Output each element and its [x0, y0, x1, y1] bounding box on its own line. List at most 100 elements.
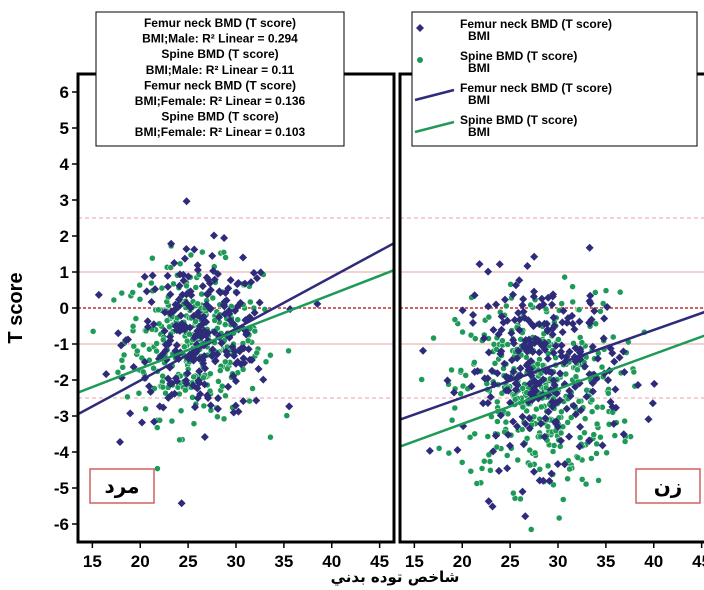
spine-point: [574, 366, 581, 374]
femur-point: [529, 292, 538, 301]
spine-point: [285, 347, 292, 355]
spine-point: [262, 358, 270, 366]
x-tick-label: 40: [644, 552, 663, 571]
spine-point: [560, 496, 567, 503]
spine-point: [467, 467, 475, 475]
femur-point: [240, 358, 249, 367]
spine-point: [565, 457, 572, 464]
femur-point: [458, 306, 467, 315]
spine-point: [578, 476, 586, 483]
femur-point: [231, 377, 240, 386]
femur-point: [518, 487, 527, 496]
spine-point: [200, 374, 207, 381]
femur-point: [285, 402, 294, 411]
femur-point: [182, 379, 191, 388]
femur-point: [255, 298, 264, 307]
femur-point: [530, 287, 539, 296]
femur-point: [535, 348, 544, 357]
femur-point: [547, 300, 556, 309]
spine-point: [491, 360, 499, 367]
femur-point: [509, 339, 518, 348]
femur-point: [556, 436, 565, 445]
femur-point: [562, 404, 571, 413]
femur-point: [493, 369, 502, 378]
spine-point: [519, 403, 527, 411]
femur-point: [494, 330, 503, 339]
femur-point: [515, 276, 524, 285]
spine-point: [129, 289, 136, 296]
femur-point: [143, 323, 152, 332]
femur-point: [648, 399, 657, 408]
points-male: [89, 197, 322, 508]
spine-point: [578, 339, 586, 346]
spine-point: [192, 318, 199, 325]
legend-frame: [411, 11, 698, 147]
spine-point: [148, 279, 155, 287]
spine-point: [564, 419, 571, 426]
spine-point: [566, 465, 573, 473]
x-tick-label: 20: [453, 552, 472, 571]
femur-point: [166, 332, 175, 341]
femur-point: [220, 297, 229, 306]
femur-point: [151, 285, 160, 294]
femur-point: [182, 197, 191, 206]
spine-point: [581, 415, 589, 422]
femur-point: [600, 314, 609, 323]
femur-point: [164, 340, 173, 349]
spine-point: [549, 448, 557, 455]
femur-point: [521, 512, 530, 521]
spine-point: [592, 289, 599, 296]
spine-point: [448, 366, 455, 374]
femur-point: [585, 243, 594, 252]
spine-point: [595, 477, 602, 484]
spine-point: [555, 336, 562, 343]
stats-line: Femur neck BMD (T score): [144, 16, 296, 30]
femur-point: [576, 422, 585, 431]
femur-point: [193, 394, 202, 403]
femur-point: [189, 381, 198, 390]
femur-point: [513, 422, 522, 431]
spine-point: [575, 306, 583, 313]
femur-point: [519, 295, 528, 304]
spine-point: [151, 385, 158, 392]
femur-point: [489, 325, 498, 334]
femur-point: [558, 328, 567, 337]
femur-point: [484, 348, 493, 357]
femur-point: [588, 342, 597, 351]
femur-point: [522, 361, 531, 370]
spine-point: [484, 433, 492, 440]
femur-point: [185, 302, 194, 311]
spine-point: [493, 443, 501, 451]
femur-point: [224, 382, 233, 391]
spine-point: [514, 456, 522, 464]
femur-point: [545, 477, 554, 486]
femur-fit-line: [78, 242, 394, 416]
legend-text-2: BMI: [468, 29, 490, 43]
spine-point: [561, 273, 568, 281]
spine-point: [593, 450, 600, 457]
femur-point: [226, 276, 235, 285]
spine-point: [593, 440, 600, 448]
spine-point: [118, 289, 126, 297]
femur-point: [224, 306, 233, 315]
spine-point: [485, 313, 493, 321]
x-tick-label: 40: [322, 552, 341, 571]
femur-point: [150, 417, 159, 426]
femur-point: [468, 318, 477, 327]
femur-point: [167, 239, 176, 248]
spine-point: [159, 372, 166, 380]
x-tick-label: 25: [179, 552, 198, 571]
spine-point: [247, 298, 254, 306]
femur-point: [183, 369, 192, 378]
femur-point: [497, 312, 506, 321]
femur-point: [240, 279, 249, 288]
femur-point: [213, 404, 222, 413]
femur-point: [492, 300, 501, 309]
femur-point: [213, 270, 222, 279]
spine-point: [124, 393, 131, 401]
fit-lines-male: [78, 242, 394, 416]
femur-point: [229, 408, 238, 417]
y-axis: -6 -5 -4 -3 -2 -1 0 1 2 3 4 5 6: [54, 83, 78, 534]
panel-label-female: زن: [654, 474, 683, 498]
spine-point: [478, 465, 486, 472]
